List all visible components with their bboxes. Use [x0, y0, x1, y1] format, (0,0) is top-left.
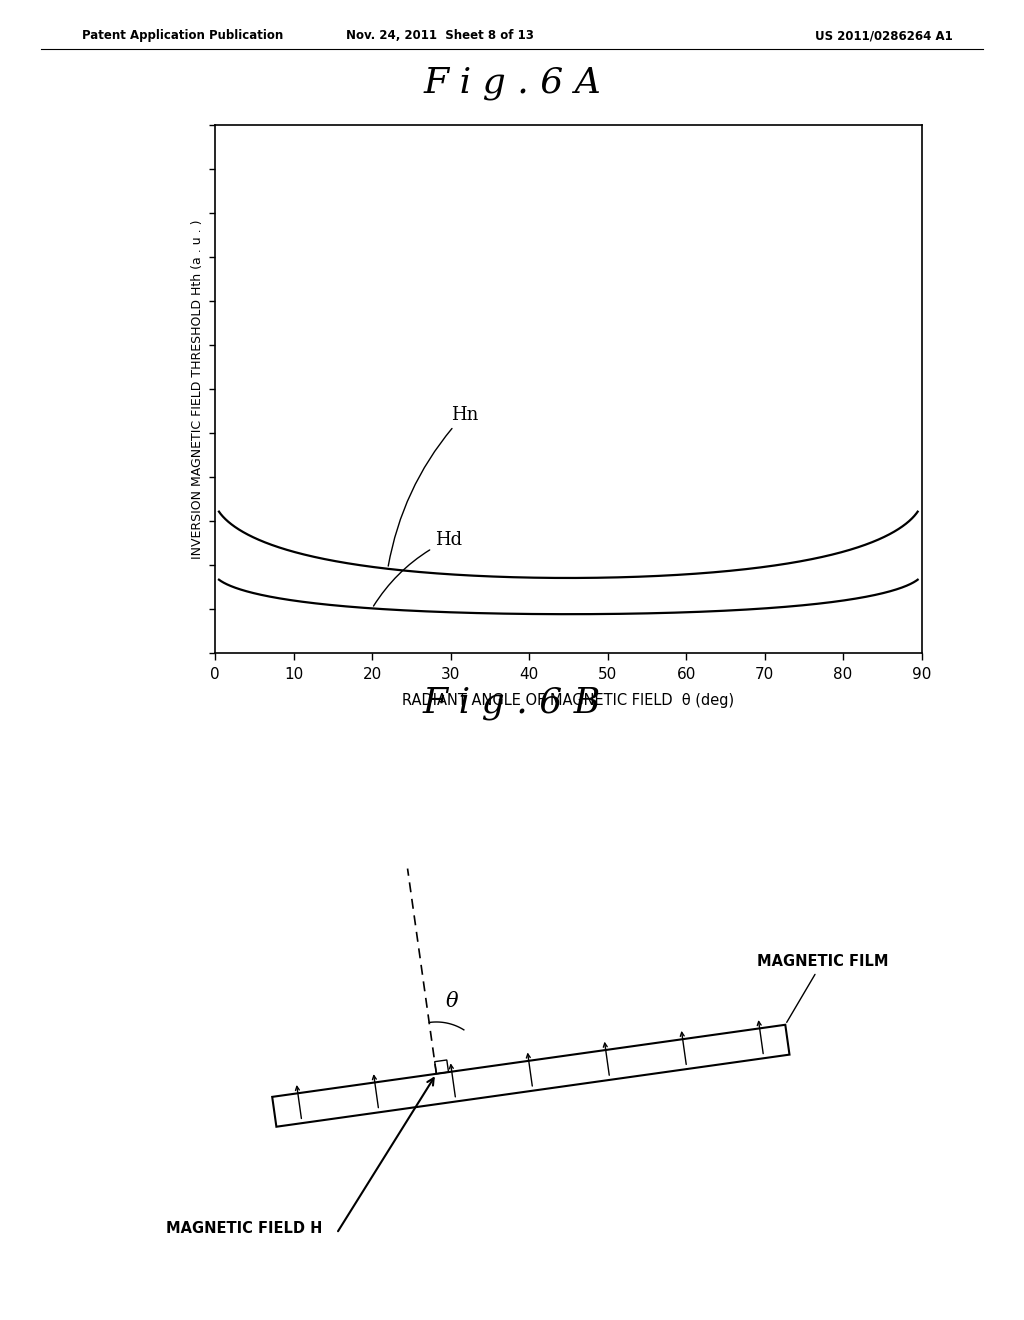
Text: US 2011/0286264 A1: US 2011/0286264 A1 [814, 29, 952, 42]
Text: θ: θ [445, 993, 458, 1011]
Text: Hn: Hn [388, 405, 478, 566]
Text: MAGNETIC FILM: MAGNETIC FILM [757, 954, 888, 1023]
Text: Nov. 24, 2011  Sheet 8 of 13: Nov. 24, 2011 Sheet 8 of 13 [346, 29, 535, 42]
Y-axis label: INVERSION MAGNETIC FIELD THRESHOLD Hth (a . u . ): INVERSION MAGNETIC FIELD THRESHOLD Hth (… [190, 219, 204, 560]
Text: F i g . 6 A: F i g . 6 A [423, 66, 601, 100]
Text: Patent Application Publication: Patent Application Publication [82, 29, 284, 42]
Text: F i g . 6 B: F i g . 6 B [423, 686, 601, 721]
X-axis label: RADIANT ANGLE OF MAGNETIC FIELD  θ (deg): RADIANT ANGLE OF MAGNETIC FIELD θ (deg) [402, 693, 734, 709]
Polygon shape [272, 1024, 790, 1127]
Text: Hd: Hd [374, 531, 462, 606]
Text: MAGNETIC FIELD H: MAGNETIC FIELD H [166, 1221, 323, 1237]
